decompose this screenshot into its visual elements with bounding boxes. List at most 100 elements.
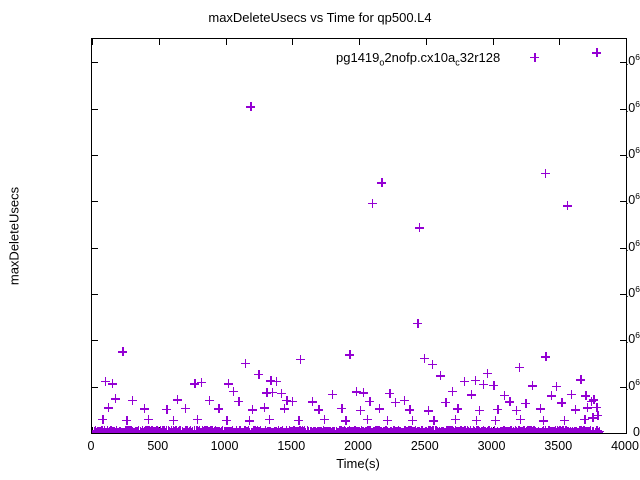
scatter-point	[517, 426, 527, 433]
scatter-point	[490, 427, 500, 433]
scatter-point	[305, 426, 315, 433]
scatter-point	[482, 368, 492, 378]
scatter-point	[177, 426, 187, 433]
scatter-point	[360, 427, 370, 433]
scatter-point	[590, 427, 600, 433]
scatter-point	[363, 425, 373, 433]
scatter-point	[444, 426, 454, 433]
scatter-point	[104, 428, 114, 433]
scatter-point	[497, 427, 507, 433]
scatter-point	[184, 427, 194, 433]
scatter-point	[586, 396, 596, 406]
scatter-point	[505, 428, 515, 433]
scatter-point	[168, 415, 178, 425]
scatter-point	[400, 426, 410, 433]
scatter-point	[402, 426, 412, 433]
scatter-point	[306, 426, 316, 433]
scatter-point	[585, 427, 595, 433]
scatter-point	[144, 426, 154, 433]
scatter-point	[422, 428, 432, 433]
scatter-point	[555, 425, 565, 433]
scatter-point	[430, 425, 440, 433]
scatter-point	[531, 427, 541, 433]
scatter-point	[134, 425, 143, 433]
scatter-point	[436, 426, 446, 433]
scatter-point	[219, 427, 229, 433]
scatter-point	[374, 426, 384, 433]
scatter-point	[487, 426, 497, 433]
scatter-point	[265, 414, 275, 424]
scatter-point	[592, 402, 602, 412]
x-axis-tick-label: 4000	[611, 439, 639, 453]
scatter-point	[571, 427, 581, 433]
scatter-point	[192, 426, 202, 433]
scatter-point	[397, 427, 407, 433]
scatter-point	[435, 427, 445, 433]
scatter-point	[189, 426, 199, 433]
scatter-point	[245, 416, 255, 426]
y-axis-tick-mark	[92, 154, 98, 156]
scatter-point	[381, 425, 391, 433]
scatter-point	[580, 414, 590, 424]
scatter-point	[576, 375, 586, 385]
scatter-point	[564, 428, 574, 433]
scatter-point	[434, 427, 444, 433]
scatter-point	[183, 425, 193, 433]
scatter-point	[118, 347, 128, 357]
scatter-point	[443, 427, 453, 433]
scatter-point	[172, 425, 181, 433]
scatter-point	[566, 427, 576, 433]
scatter-point	[166, 426, 176, 433]
scatter-point	[503, 427, 513, 433]
scatter-point	[214, 427, 224, 433]
scatter-point	[92, 426, 100, 433]
scatter-point	[490, 415, 500, 425]
scatter-point	[527, 427, 537, 433]
scatter-point	[481, 427, 491, 433]
scatter-point	[123, 427, 133, 433]
scatter-point	[125, 427, 135, 433]
scatter-point	[311, 427, 321, 433]
y-axis-tick-mark	[92, 340, 98, 342]
scatter-point	[441, 427, 451, 433]
scatter-point	[433, 427, 443, 433]
scatter-point	[260, 427, 270, 433]
scatter-point	[347, 427, 357, 433]
scatter-point	[414, 223, 424, 233]
scatter-point	[323, 426, 333, 433]
scatter-point	[376, 426, 386, 433]
scatter-point	[319, 426, 329, 433]
scatter-point	[265, 426, 275, 433]
scatter-point	[162, 425, 172, 433]
scatter-point	[314, 427, 324, 433]
scatter-point	[506, 426, 516, 433]
scatter-point	[330, 427, 339, 433]
scatter-point	[233, 427, 243, 433]
scatter-point	[466, 390, 476, 400]
x-axis-tick-mark	[158, 39, 160, 45]
x-axis-tick-label: 1500	[277, 439, 306, 453]
scatter-point	[515, 426, 525, 433]
scatter-point	[202, 426, 212, 433]
scatter-point	[575, 426, 585, 433]
scatter-point	[187, 428, 197, 433]
scatter-point	[423, 426, 433, 433]
scatter-point	[406, 426, 416, 433]
scatter-point	[150, 427, 160, 433]
scatter-point	[294, 415, 304, 425]
scatter-point	[327, 389, 337, 399]
scatter-point	[238, 427, 248, 433]
scatter-point	[397, 427, 407, 433]
scatter-point	[186, 426, 196, 433]
scatter-point	[480, 426, 490, 433]
scatter-point	[413, 427, 423, 433]
scatter-point	[516, 415, 526, 425]
y-axis-tick-mark	[92, 62, 98, 64]
scatter-point	[540, 168, 550, 178]
scatter-point	[100, 425, 110, 433]
scatter-point	[388, 426, 398, 433]
scatter-point	[240, 427, 250, 433]
scatter-point	[344, 425, 354, 433]
scatter-point	[403, 426, 413, 433]
